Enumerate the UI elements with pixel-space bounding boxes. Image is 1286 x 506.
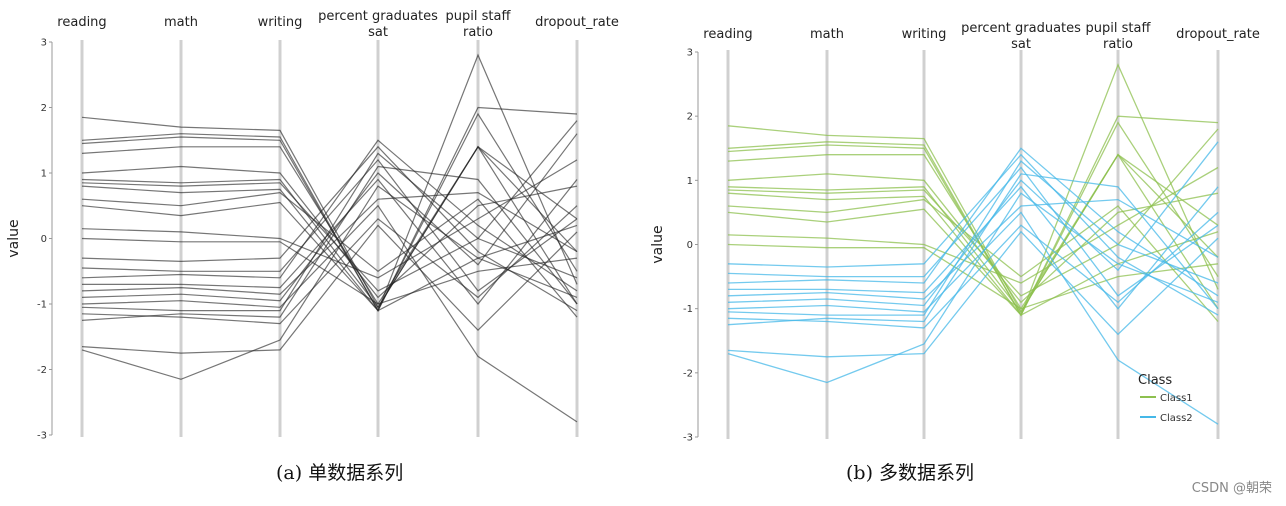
series-line-single-7 [81,185,578,312]
series-line-class1-11 [727,243,1219,310]
dimension-label-3: percent graduates sat [318,9,438,40]
series-line-class1-10 [727,166,1219,284]
series-line-single-22 [81,224,578,354]
dimension-label-1: math [164,15,198,30]
series-line-class1-3 [727,153,1219,310]
y-tick-label: 3 [41,38,47,49]
series-line-class2-10 [727,230,1219,358]
series-line-class1-8 [727,198,1219,322]
y-tick-label: 2 [41,103,47,114]
series-line-single-13 [81,158,578,292]
series-line-single-0 [81,116,578,309]
dimension-label-2: writing [258,15,303,30]
y-tick-label: -3 [37,431,47,442]
dimension-label-2: writing [902,27,947,42]
series-line-class2-1 [727,166,1219,297]
series-line-single-1 [81,53,578,312]
dimension-label-5: dropout_rate [535,15,619,30]
series-line-class2-11 [727,192,1219,384]
series-line-class1-6 [727,128,1219,297]
chart-single-series: 3 2 1 0 -1 -2 -3 value reading math writing percent… [6,9,619,442]
dimension-label-0: reading [703,27,752,42]
series-line-single-11 [81,237,578,305]
y-tick-label: 3 [687,48,693,59]
caption-single-series: (a) 单数据系列 [276,462,404,484]
series-line-class2-3 [728,185,1219,310]
series-line-class2-7 [727,160,1219,316]
dimension-label-4: pupil staff ratio [1086,21,1152,52]
series-line-class2-2 [727,147,1219,297]
y-tick-label: -3 [683,433,693,444]
caption-multi-series: (b) 多数据系列 [846,462,975,484]
dimension-label-0: reading [57,15,106,30]
y-tick-label: 0 [687,240,693,251]
y-axis-label: value [650,225,666,263]
series-line-single-9 [81,112,578,312]
y-tick-label: 0 [41,234,47,245]
y-tick-label: -2 [37,365,47,376]
watermark: CSDN @朝荣 [1191,481,1272,496]
legend-label-class1: Class1 [1160,393,1193,404]
y-axis-label: value [6,219,22,257]
series-line-single-17 [81,133,578,302]
series-line-single-18 [81,204,578,423]
y-tick-label: 2 [687,112,693,123]
series-line-class2-0 [727,153,1219,316]
series-line-single-5 [81,145,578,309]
y-tick-label: -1 [37,300,47,311]
chart-multi-series: 3 2 1 0 -1 -2 -3 value reading math writing percent… [650,21,1260,444]
dimension-label-3: percent graduates sat [961,21,1081,52]
y-tick-label: -2 [683,368,693,379]
series-line-single-19 [81,152,578,312]
series-line-single-23 [81,185,578,380]
series-line-class2-9 [727,173,1219,326]
series-line-class1-1 [727,63,1219,317]
series-line-class1-0 [727,125,1219,314]
y-tick-label: 1 [687,176,693,187]
series-line-class1-5 [727,153,1219,314]
series-line-single-6 [81,120,578,292]
series-line-single-3 [81,145,578,306]
series-line-single-16 [81,191,578,295]
series-line-class2-8 [727,211,1219,329]
series-line-class2-5 [727,141,1219,307]
series-line-single-15 [82,178,578,305]
series-line-single-10 [81,159,578,279]
series-line-single-21 [81,165,578,321]
series-line-single-20 [81,205,578,325]
y-tick-label: 1 [41,169,47,180]
series-line-class2-4 [727,198,1219,300]
series-line-class1-7 [727,192,1219,316]
legend-title: Class [1138,373,1172,388]
y-tick-label: -1 [683,304,693,315]
dimension-label-5: dropout_rate [1176,27,1260,42]
series-line-single-12 [81,145,578,312]
series-line-single-14 [81,139,578,292]
dimension-label-4: pupil staff ratio [446,9,512,40]
legend-label-class2: Class2 [1160,413,1193,424]
dimension-label-1: math [810,27,844,42]
series-line-class2-6 [727,211,1219,425]
